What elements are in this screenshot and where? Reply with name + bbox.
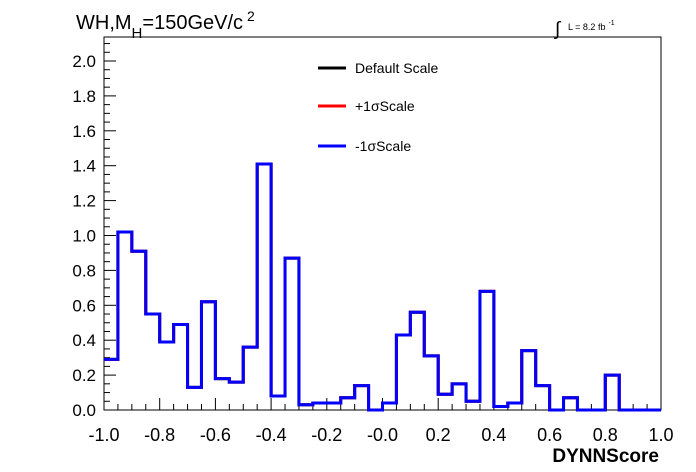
- y-tick-label: 0.2: [72, 366, 96, 385]
- chart-title: WH,MH=150GeV/c 2: [76, 8, 255, 42]
- x-tick-label: -0.4: [256, 425, 287, 445]
- y-tick-label: 2.0: [72, 52, 96, 71]
- y-tick-label: 0.8: [72, 261, 96, 280]
- x-tick-label: 0.2: [426, 425, 451, 445]
- x-tick-label: 0.6: [537, 425, 562, 445]
- lumi-label: L = 8.2 fb -1: [568, 20, 615, 32]
- y-tick-label: 0.6: [72, 296, 96, 315]
- y-tick-label: 1.6: [72, 122, 96, 141]
- x-tick-label: -0.6: [200, 425, 231, 445]
- x-tick-label: -0.0: [367, 425, 398, 445]
- y-tick-label: 1.2: [72, 192, 96, 211]
- series-line-2: [104, 162, 661, 412]
- legend-label: -1σScale: [355, 138, 411, 154]
- y-tick-label: 0.0: [72, 401, 96, 420]
- y-tick-label: 1.8: [72, 87, 96, 106]
- x-tick-label: -0.2: [311, 425, 342, 445]
- legend: Default Scale +1σScale -1σScale: [318, 60, 438, 154]
- y-tick-label: 1.0: [72, 227, 96, 246]
- x-tick-label: 0.4: [481, 425, 506, 445]
- histogram-series: [104, 162, 661, 412]
- x-tick-labels: -1.0 -0.8 -0.6 -0.4 -0.2 -0.0 0.2 0.4 0.6 0.8 1.0: [88, 425, 673, 445]
- x-tick-label: 0.8: [593, 425, 618, 445]
- y-tick-label: 0.4: [72, 331, 96, 350]
- x-tick-label: -0.8: [144, 425, 175, 445]
- y-tick-label: 1.4: [72, 157, 96, 176]
- lumi-integral: ∫: [554, 19, 562, 40]
- y-tick-labels: 0.0 0.2 0.4 0.6 0.8 1.0 1.2 1.4 1.6 1.8 2.0: [72, 52, 96, 420]
- x-axis-label: DYNNScore: [552, 446, 659, 467]
- legend-label: Default Scale: [355, 60, 438, 76]
- x-tick-label: -1.0: [88, 425, 119, 445]
- x-tick-label: 1.0: [648, 425, 673, 445]
- legend-label: +1σScale: [355, 98, 415, 114]
